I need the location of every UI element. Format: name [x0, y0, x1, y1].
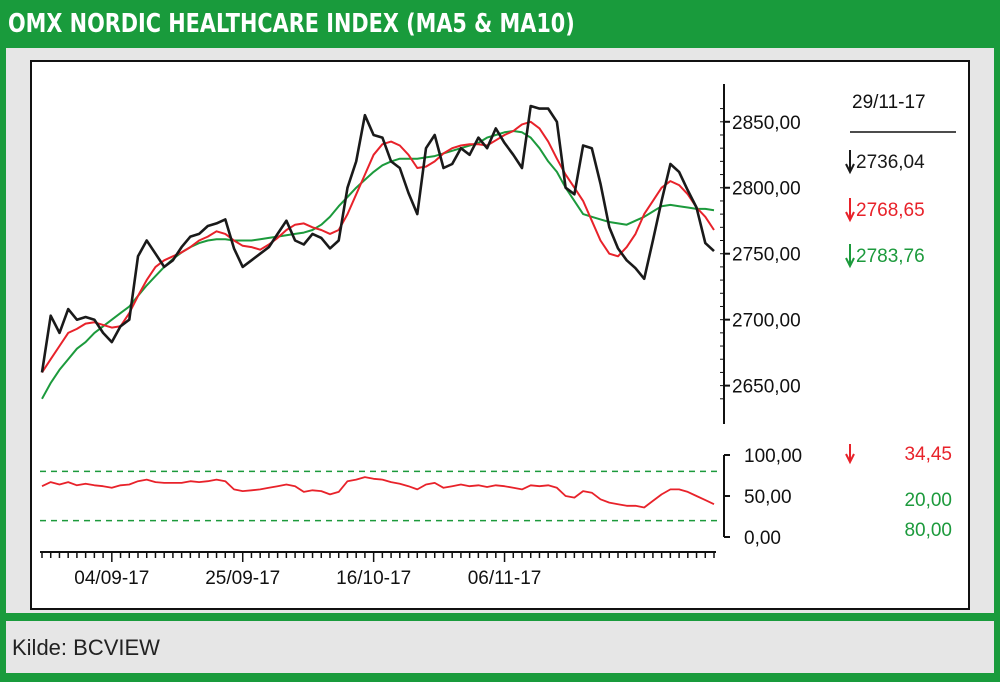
- legend-date: 29/11-17: [852, 92, 926, 113]
- osc-legend-arrowhead: [845, 453, 855, 465]
- osc-legend-level-20: 20,00: [904, 490, 952, 511]
- legend-value-price: 2736,04: [856, 152, 925, 173]
- legend-arrowhead-ma10: [845, 257, 855, 269]
- series-ma10-line: [41, 130, 715, 400]
- osc-tick-label: 100,00: [744, 446, 802, 467]
- osc-tick-label: 0,00: [744, 528, 781, 549]
- legend-value-ma10: 2783,76: [856, 246, 925, 267]
- legend-value-ma5: 2768,65: [856, 200, 925, 221]
- series-price-line: [40, 104, 715, 373]
- osc-tick-label: 50,00: [744, 487, 792, 508]
- chart-title: OMX NORDIC HEALTHCARE INDEX (MA5 & MA10): [8, 9, 575, 39]
- series-ma5-line: [41, 120, 715, 373]
- time-tick-label: 04/09-17: [74, 568, 149, 589]
- plot-area: 2850,00 2800,00 2750,00 2700,00 2650,00 29/11…: [30, 60, 970, 610]
- price-tick-label: 2850,00: [732, 113, 801, 134]
- osc-legend-rsi: 34,45: [904, 444, 952, 465]
- price-tick-label: 2700,00: [732, 311, 801, 332]
- time-tick-label: 06/11-17: [468, 568, 542, 589]
- legend-arrowhead-ma5: [845, 211, 855, 223]
- legend-arrowhead-price: [845, 163, 855, 175]
- time-tick-label: 16/10-17: [336, 568, 411, 589]
- chart-svg: 2850,00 2800,00 2750,00 2700,00 2650,00 29/11…: [40, 84, 956, 589]
- footer: Kilde: BCVIEW: [6, 621, 994, 673]
- price-tick-label: 2650,00: [732, 377, 801, 398]
- series-rsi-line: [41, 476, 715, 509]
- osc-legend-level-80: 80,00: [904, 520, 952, 541]
- source-label: Kilde: BCVIEW: [12, 635, 160, 660]
- time-tick-label: 25/09-17: [205, 568, 280, 589]
- price-tick-label: 2800,00: [732, 179, 801, 200]
- price-tick-label: 2750,00: [732, 245, 801, 266]
